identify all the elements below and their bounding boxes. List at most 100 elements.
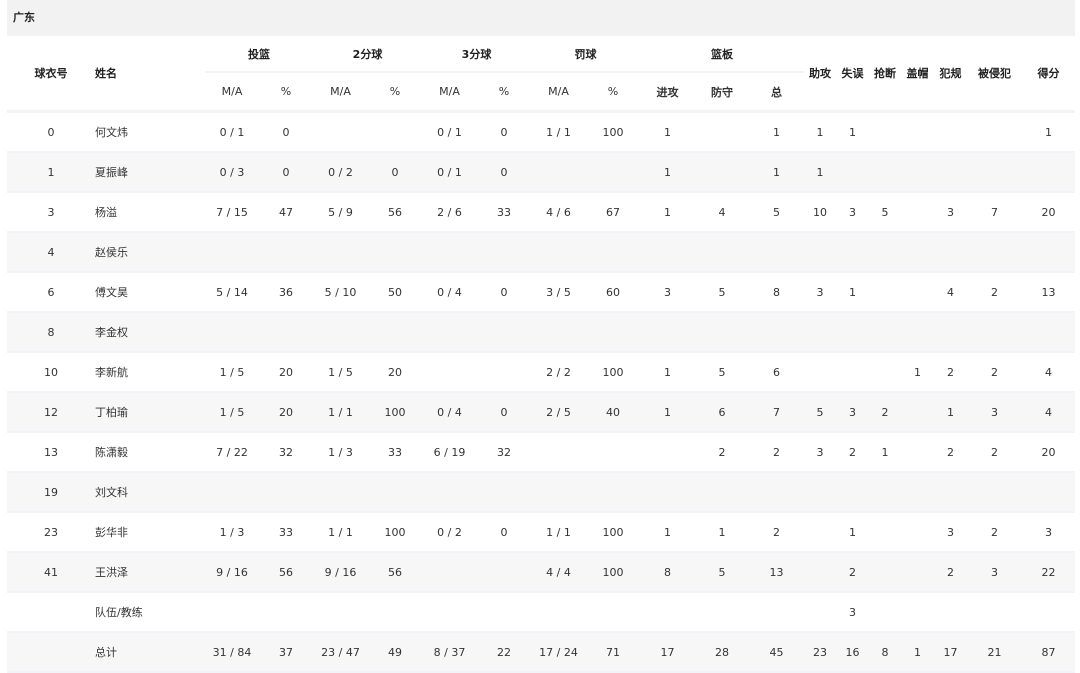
cell-2pt-pct <box>368 312 422 353</box>
cell-name: 杨溢 <box>95 192 205 233</box>
table-row: 41 王洪泽 9 / 16 56 9 / 16 56 4 / 4 100 8 5 13 2 2 3 22 <box>7 552 1076 593</box>
cell-2pt-pct: 33 <box>368 432 422 473</box>
cell-fd <box>967 152 1023 193</box>
cell-name: 李金权 <box>95 312 205 353</box>
cell-pf <box>934 312 968 353</box>
table-row: 队伍/教练 3 <box>7 592 1076 633</box>
cell-blk <box>901 232 935 273</box>
header-pf[interactable]: 犯规 <box>939 67 962 80</box>
header-dreb[interactable]: 防守 <box>711 85 733 99</box>
cell-fg-ma: 7 / 22 <box>205 432 259 473</box>
cell-ft-ma <box>531 312 586 353</box>
cell-ft-ma: 4 / 4 <box>531 552 586 593</box>
cell-ft-pct <box>586 312 640 353</box>
cell-fg-pct: 0 <box>259 152 313 193</box>
cell-to <box>836 352 870 393</box>
header-pts[interactable]: 得分 <box>1037 67 1060 80</box>
cell-ast: 5 <box>804 392 837 433</box>
cell-name: 队伍/教练 <box>95 592 205 633</box>
cell-2pt-ma: 5 / 10 <box>313 272 368 313</box>
cell-ft-ma <box>531 432 586 473</box>
cell-stl: 1 <box>869 432 902 473</box>
cell-ft-ma: 3 / 5 <box>531 272 586 313</box>
cell-stl <box>869 512 902 553</box>
cell-ft-ma: 4 / 6 <box>531 192 586 233</box>
cell-number: 13 <box>7 432 95 473</box>
cell-2pt-ma <box>313 312 368 353</box>
cell-name: 丁柏瑜 <box>95 392 205 433</box>
cell-pts: 4 <box>1022 392 1076 433</box>
cell-blk <box>901 272 935 313</box>
cell-3pt-pct <box>477 592 531 633</box>
cell-oreb <box>640 592 695 633</box>
cell-pf: 3 <box>934 512 968 553</box>
cell-3pt-pct: 0 <box>477 512 531 553</box>
header-2pt-ma[interactable]: M/A <box>330 85 351 98</box>
cell-fg-pct <box>259 592 313 633</box>
cell-number: 0 <box>7 111 95 153</box>
cell-treb: 2 <box>749 512 805 553</box>
cell-pf: 2 <box>934 432 968 473</box>
cell-to: 2 <box>836 552 870 593</box>
cell-name: 王洪泽 <box>95 552 205 593</box>
cell-to: 2 <box>836 432 870 473</box>
header-oreb[interactable]: 进攻 <box>656 85 679 99</box>
header-name[interactable]: 姓名 <box>95 67 117 80</box>
header-3pt-ma[interactable]: M/A <box>439 85 460 98</box>
cell-3pt-pct <box>477 312 531 353</box>
cell-to: 3 <box>836 192 870 233</box>
header-ft-ma[interactable]: M/A <box>548 85 569 98</box>
cell-fg-ma <box>205 232 259 273</box>
cell-treb: 5 <box>749 192 805 233</box>
cell-ft-pct <box>586 232 640 273</box>
cell-blk <box>901 512 935 553</box>
header-blk[interactable]: 盖帽 <box>906 67 929 80</box>
header-ast[interactable]: 助攻 <box>809 67 832 80</box>
cell-blk <box>901 592 935 633</box>
cell-number: 41 <box>7 552 95 593</box>
cell-ft-pct <box>586 432 640 473</box>
cell-fg-pct: 56 <box>259 552 313 593</box>
header-fg-pct[interactable]: % <box>280 85 292 98</box>
cell-ast <box>804 352 837 393</box>
header-fd[interactable]: 被侵犯 <box>978 67 1012 80</box>
cell-name: 赵侯乐 <box>95 232 205 273</box>
cell-ft-ma <box>531 152 586 193</box>
cell-3pt-ma: 0 / 4 <box>422 392 477 433</box>
header-treb[interactable]: 总 <box>771 85 782 99</box>
cell-dreb <box>695 232 749 273</box>
cell-treb <box>749 592 805 633</box>
cell-number: 8 <box>7 312 95 353</box>
cell-name: 陈潇毅 <box>95 432 205 473</box>
header-3pt-pct[interactable]: % <box>498 85 510 98</box>
cell-to: 1 <box>836 512 870 553</box>
cell-2pt-pct: 20 <box>368 352 422 393</box>
cell-3pt-ma: 0 / 1 <box>422 152 477 193</box>
header-to[interactable]: 失误 <box>841 67 864 80</box>
cell-stl: 5 <box>869 192 902 233</box>
cell-fg-ma <box>205 592 259 633</box>
cell-to <box>836 232 870 273</box>
cell-dreb: 6 <box>695 392 749 433</box>
cell-3pt-ma <box>422 352 477 393</box>
cell-3pt-ma: 0 / 2 <box>422 512 477 553</box>
header-ft-pct[interactable]: % <box>607 85 619 98</box>
header-2pt-pct[interactable]: % <box>389 85 401 98</box>
cell-fg-pct: 32 <box>259 432 313 473</box>
cell-3pt-pct: 0 <box>477 152 531 193</box>
cell-ast <box>804 592 837 633</box>
cell-fg-pct: 37 <box>259 632 313 673</box>
cell-pf <box>934 152 968 193</box>
header-fg-ma[interactable]: M/A <box>221 85 243 98</box>
cell-dreb <box>695 472 749 513</box>
team-title: 广东 <box>7 0 1075 36</box>
header-number[interactable]: 球衣号 <box>34 67 68 80</box>
cell-3pt-pct: 32 <box>477 432 531 473</box>
header-stl[interactable]: 抢断 <box>874 67 897 80</box>
cell-pts: 20 <box>1022 432 1076 473</box>
cell-3pt-ma: 2 / 6 <box>422 192 477 233</box>
cell-fd: 3 <box>967 552 1023 593</box>
cell-stl: 2 <box>869 392 902 433</box>
cell-ft-pct: 60 <box>586 272 640 313</box>
